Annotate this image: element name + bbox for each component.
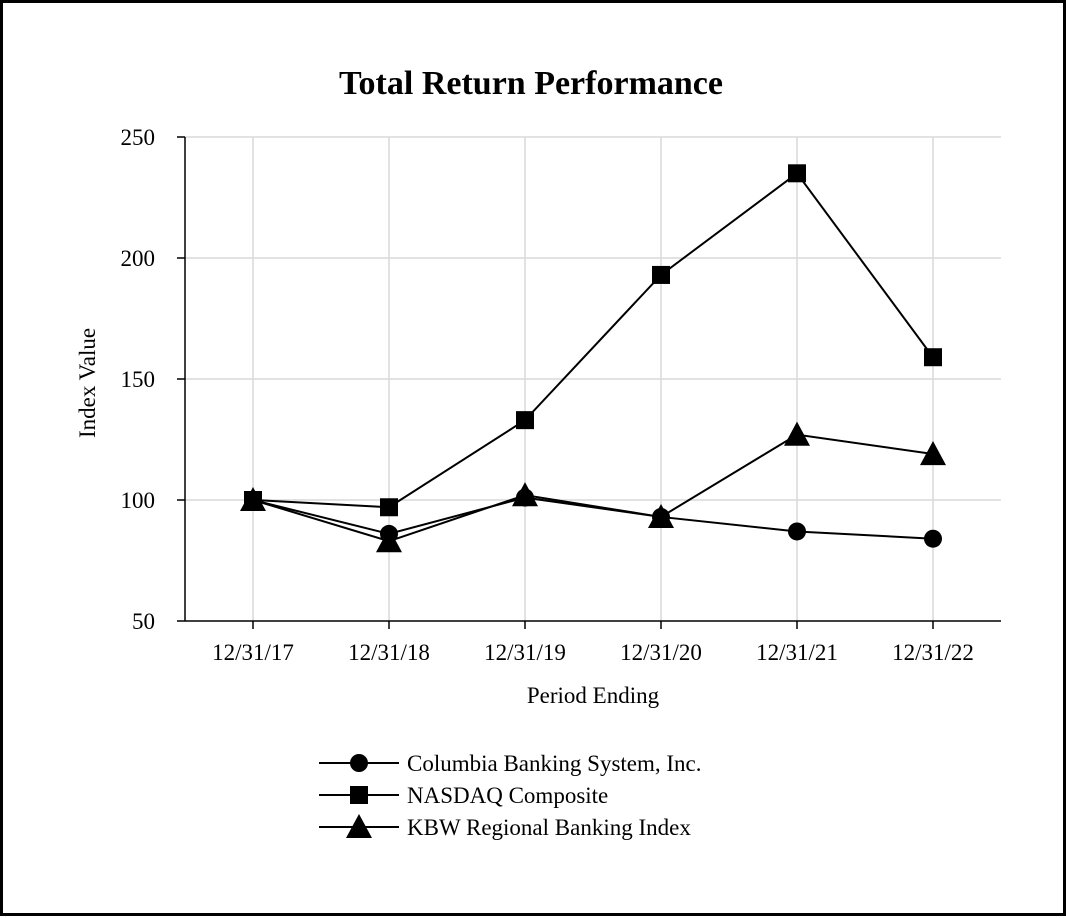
y-tick-label: 200	[121, 246, 156, 271]
series-line	[252, 171, 934, 509]
x-tick-label: 12/31/21	[756, 640, 838, 665]
legend-item: NASDAQ Composite	[319, 783, 608, 808]
data-point	[380, 498, 398, 517]
legend-label: NASDAQ Composite	[407, 783, 608, 808]
y-axis-label: Index Value	[75, 328, 100, 438]
data-point	[376, 528, 402, 553]
data-point	[648, 503, 674, 528]
data-series	[240, 164, 946, 553]
y-tick-label: 150	[121, 367, 156, 392]
series-triangle	[240, 421, 946, 553]
legend-marker	[350, 754, 368, 772]
y-tick-label: 50	[132, 609, 155, 634]
legend-marker	[346, 814, 372, 839]
x-tick-labels: 12/31/17 12/31/18 12/31/19 12/31/20 12/31/21…	[212, 640, 974, 665]
legend: Columbia Banking System, Inc. NASDAQ Comp…	[319, 751, 702, 840]
axes	[177, 136, 1001, 629]
data-point	[920, 441, 946, 466]
y-tick-label: 250	[121, 125, 156, 150]
x-axis-label: Period Ending	[527, 683, 660, 708]
data-point	[512, 482, 538, 507]
grid-lines	[185, 136, 1001, 621]
x-tick-label: 12/31/22	[892, 640, 974, 665]
x-tick-label: 12/31/18	[348, 640, 430, 665]
series-circle	[244, 488, 942, 548]
legend-item: KBW Regional Banking Index	[319, 814, 691, 840]
x-tick-label: 12/31/19	[484, 640, 566, 665]
data-point	[516, 411, 534, 430]
data-point	[652, 265, 670, 284]
y-tick-labels: 250 200 150 100 50	[121, 125, 156, 634]
legend-marker	[350, 786, 368, 804]
data-point	[788, 164, 806, 183]
line-chart: Total Return Performance 25020015010050 …	[75, 65, 1001, 840]
x-tick-label: 12/31/20	[620, 640, 702, 665]
series-line	[252, 496, 934, 540]
data-point	[924, 529, 942, 548]
data-point	[788, 522, 806, 541]
y-tick-label: 100	[121, 488, 156, 513]
data-point	[784, 421, 810, 446]
data-point	[240, 487, 266, 512]
x-tick-label: 12/31/17	[212, 640, 294, 665]
data-point	[924, 348, 942, 367]
series-square	[244, 164, 942, 517]
chart-title: Total Return Performance	[339, 65, 723, 102]
series-line	[252, 433, 934, 543]
legend-label: KBW Regional Banking Index	[407, 815, 691, 840]
legend-label: Columbia Banking System, Inc.	[407, 751, 702, 776]
legend-item: Columbia Banking System, Inc.	[319, 751, 702, 776]
